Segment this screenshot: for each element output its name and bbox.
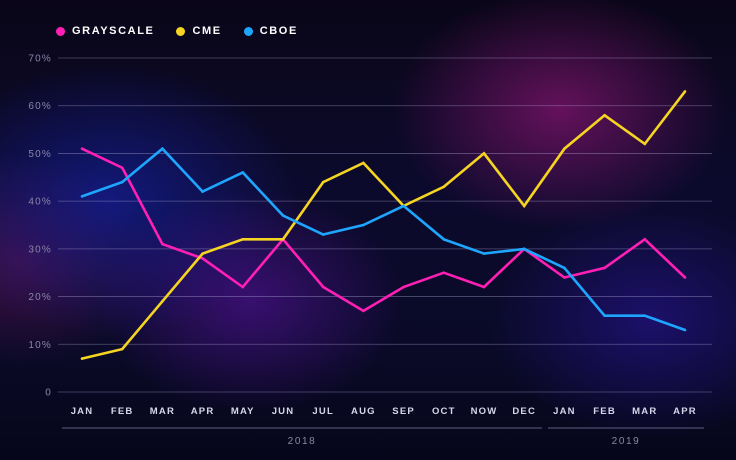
x-tick-label: FEB [593, 406, 616, 417]
data-point-cme [563, 147, 566, 150]
data-point-cboe [241, 171, 245, 174]
y-tick-label: 50% [28, 149, 52, 160]
y-tick-label: 0 [45, 388, 52, 399]
y-tick-label: 20% [28, 292, 52, 303]
legend-label-grayscale: GRAYSCALE [72, 25, 155, 37]
legend-label-cboe: CBOE [259, 25, 298, 37]
data-point-grayscale [643, 238, 647, 241]
data-point-grayscale [442, 271, 446, 275]
data-point-cme [442, 185, 446, 189]
data-point-cme [522, 204, 526, 208]
x-tick-label: JUN [272, 406, 295, 417]
x-tick-label: JAN [553, 406, 576, 417]
data-point-cme [241, 238, 245, 241]
legend-dot-cme [176, 26, 186, 36]
y-tick-label: 40% [28, 197, 52, 208]
legend: GRAYSCALE CME CBOE [56, 23, 320, 39]
data-point-cme [683, 90, 687, 93]
data-point-grayscale [120, 166, 124, 170]
data-point-cboe [522, 247, 526, 251]
data-point-cboe [563, 266, 566, 270]
data-point-cboe [161, 147, 164, 150]
data-point-cme [161, 300, 164, 303]
x-tick-label: DEC [512, 406, 536, 417]
data-point-cboe [120, 180, 124, 184]
data-point-cme [321, 180, 325, 184]
legend-dot-grayscale [56, 26, 65, 36]
y-tick-label: 70% [28, 54, 52, 65]
x-tick-label: JAN [71, 406, 94, 417]
x-tick-label: SEP [392, 406, 415, 417]
grid-layer [58, 57, 712, 393]
legend-item-cboe[interactable]: CBOE [243, 25, 298, 37]
x-tick-label: AUG [351, 406, 376, 417]
data-point-cboe [281, 214, 285, 217]
data-point-grayscale [321, 285, 325, 289]
data-point-cme [80, 357, 84, 360]
data-point-grayscale [241, 285, 245, 289]
y-tick-label: 60% [28, 101, 52, 112]
data-point-grayscale [201, 257, 204, 260]
data-point-grayscale [402, 285, 405, 289]
x-tick-label: APR [191, 406, 215, 417]
legend-label-cme: CME [192, 25, 222, 37]
data-point-cboe [643, 314, 647, 317]
y-axis-ticks: 0 10% 20% 30% 40% 50% 60% 70% [28, 54, 52, 399]
data-point-cboe [321, 233, 325, 236]
data-point-grayscale [80, 147, 84, 150]
series-layer [80, 90, 687, 360]
data-point-grayscale [362, 309, 365, 313]
data-point-cboe [362, 223, 365, 227]
data-point-cboe [603, 314, 606, 317]
x-tick-label: JUL [312, 406, 334, 417]
data-point-cme [603, 113, 606, 117]
x-tick-label: FEB [111, 406, 134, 417]
data-point-cme [362, 161, 365, 165]
x-tick-label: NOW [471, 406, 498, 417]
year-label: 2019 [612, 436, 641, 447]
data-point-grayscale [161, 242, 164, 246]
data-point-cboe [683, 328, 687, 332]
data-point-cme [482, 152, 486, 155]
data-point-cboe [482, 252, 486, 255]
legend-dot-cboe [243, 26, 253, 36]
x-tick-label: MAR [150, 406, 175, 417]
data-point-cme [120, 347, 124, 351]
x-tick-label: MAY [231, 406, 255, 417]
y-tick-label: 10% [28, 340, 52, 351]
data-point-cme [201, 252, 204, 255]
y-tick-label: 30% [28, 244, 52, 255]
legend-item-cme[interactable]: CME [176, 25, 221, 37]
legend-item-grayscale[interactable]: GRAYSCALE [56, 25, 154, 37]
x-tick-label: OCT [432, 406, 456, 417]
data-point-cboe [442, 238, 446, 241]
data-point-grayscale [563, 276, 566, 279]
series-line-cme [81, 90, 687, 360]
data-point-cme [281, 238, 285, 241]
year-label: 2018 [288, 436, 317, 447]
data-point-grayscale [683, 276, 687, 279]
data-point-cme [643, 142, 647, 146]
series-line-grayscale [81, 147, 686, 313]
data-point-cboe [80, 195, 84, 198]
data-point-cboe [402, 204, 405, 208]
data-point-cboe [201, 190, 204, 193]
series-line-cboe [81, 146, 686, 332]
x-tick-label: APR [673, 406, 697, 417]
x-tick-label: MAR [632, 406, 657, 417]
x-axis-ticks: JAN FEB MAR APR MAY JUN JUL AUG SEP OCT NOW DEC JAN F… [71, 406, 697, 417]
data-point-grayscale [482, 285, 486, 289]
year-groups: 2018 2019 [62, 427, 704, 447]
data-point-grayscale [603, 266, 606, 270]
